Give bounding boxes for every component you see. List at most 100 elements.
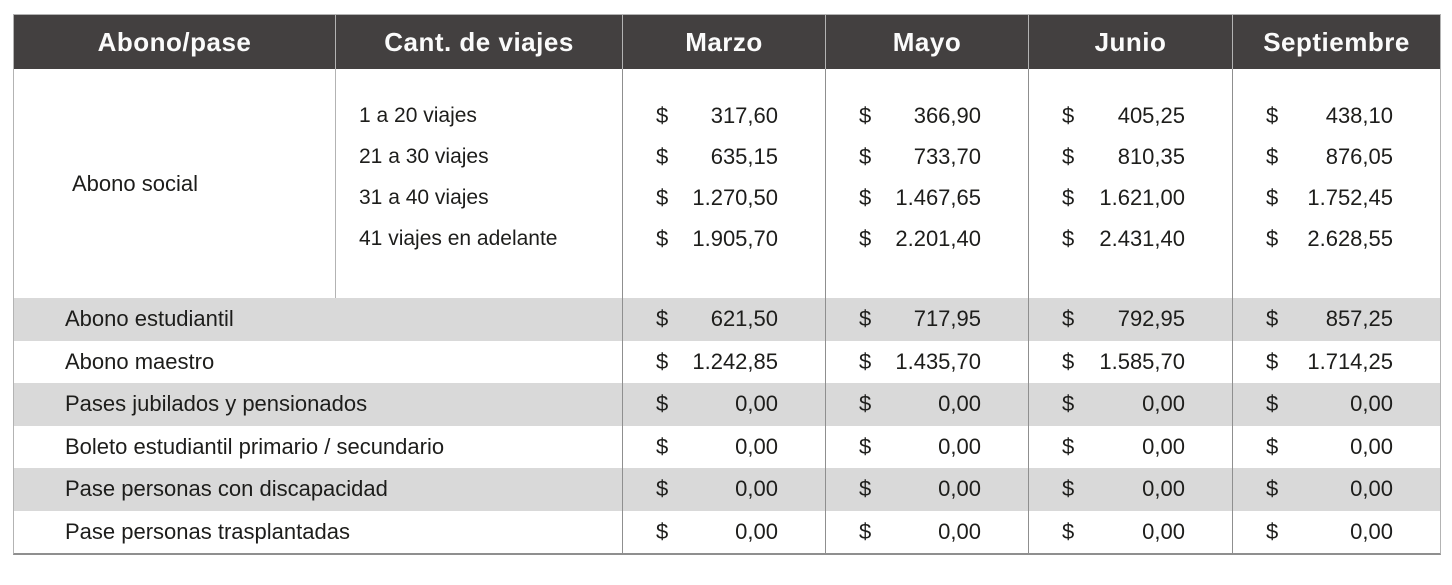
price-value: 1.242,85 (692, 348, 778, 374)
price-cell: $0,00 (1028, 468, 1232, 511)
currency-symbol: $ (859, 102, 872, 128)
price-cell: $405,25 (1029, 95, 1232, 136)
row-label: Pase personas trasplantadas (14, 510, 622, 553)
table-row: Boleto estudiantil primario / secundario… (14, 425, 1440, 468)
price-value: 1.752,45 (1307, 184, 1393, 210)
currency-symbol: $ (859, 348, 872, 374)
price-value: 0,00 (735, 518, 778, 544)
price-cell: $1.467,65 (826, 177, 1028, 218)
price-value: 0,00 (735, 433, 778, 459)
currency-symbol: $ (1062, 348, 1075, 374)
currency-symbol: $ (1062, 391, 1075, 417)
price-value: 0,00 (1350, 476, 1393, 502)
price-cell: $1.270,50 (623, 177, 825, 218)
currency-symbol: $ (859, 433, 872, 459)
table-row: Abono estudiantil $621,50 $717,95 $792,9… (14, 298, 1440, 341)
price-value: 0,00 (1350, 433, 1393, 459)
price-column-septiembre: $438,10 $876,05 $1.752,45 $2.628,55 (1232, 69, 1440, 298)
row-label: Abono maestro (14, 340, 622, 383)
price-cell: $876,05 (1233, 136, 1440, 177)
price-cell: $0,00 (1232, 468, 1440, 511)
price-cell: $0,00 (1232, 425, 1440, 468)
currency-symbol: $ (1266, 433, 1279, 459)
currency-symbol: $ (1266, 184, 1279, 210)
price-value: 0,00 (938, 433, 981, 459)
currency-symbol: $ (656, 518, 669, 544)
price-value: 0,00 (1142, 391, 1185, 417)
header-marzo: Marzo (622, 15, 825, 69)
price-value: 1.905,70 (692, 225, 778, 251)
price-cell: $0,00 (1232, 510, 1440, 553)
price-column-mayo: $366,90 $733,70 $1.467,65 $2.201,40 (825, 69, 1028, 298)
price-cell: $438,10 (1233, 95, 1440, 136)
price-value: 0,00 (1142, 518, 1185, 544)
currency-symbol: $ (859, 391, 872, 417)
row-label: Abono social (72, 170, 198, 196)
row-label: Boleto estudiantil primario / secundario (14, 425, 622, 468)
tier-label: 21 a 30 viajes (359, 144, 489, 168)
price-cell: $0,00 (825, 425, 1028, 468)
currency-symbol: $ (1062, 143, 1075, 169)
price-value: 0,00 (1350, 518, 1393, 544)
currency-symbol: $ (1266, 102, 1279, 128)
currency-symbol: $ (1266, 391, 1279, 417)
price-cell: $1.621,00 (1029, 177, 1232, 218)
price-cell: $1.242,85 (622, 340, 825, 383)
table-row: Pase personas trasplantadas $0,00 $0,00 … (14, 510, 1440, 553)
price-value: 1.435,70 (895, 348, 981, 374)
price-value: 0,00 (735, 391, 778, 417)
price-value: 810,35 (1117, 143, 1185, 169)
header-cant-viajes: Cant. de viajes (335, 15, 622, 69)
currency-symbol: $ (1266, 518, 1279, 544)
price-cell: $1.714,25 (1232, 340, 1440, 383)
price-column-junio: $405,25 $810,35 $1.621,00 $2.431,40 (1028, 69, 1232, 298)
price-value: 621,50 (710, 306, 778, 332)
price-value: 0,00 (1350, 391, 1393, 417)
price-cell: $2.201,40 (826, 218, 1028, 259)
currency-symbol: $ (656, 476, 669, 502)
currency-symbol: $ (656, 306, 669, 332)
price-cell: $621,50 (622, 298, 825, 341)
currency-symbol: $ (1266, 348, 1279, 374)
row-label: Pases jubilados y pensionados (14, 383, 622, 426)
price-value: 2.628,55 (1307, 225, 1393, 251)
price-cell: $810,35 (1029, 136, 1232, 177)
tier-label: 31 a 40 viajes (359, 185, 489, 209)
price-cell: $0,00 (1028, 425, 1232, 468)
currency-symbol: $ (656, 102, 669, 128)
currency-symbol: $ (656, 433, 669, 459)
row-label: Abono estudiantil (14, 298, 622, 341)
tier-list: 1 a 20 viajes 21 a 30 viajes 31 a 40 via… (335, 69, 622, 298)
price-cell: $0,00 (825, 383, 1028, 426)
price-cell: $0,00 (1028, 383, 1232, 426)
currency-symbol: $ (859, 518, 872, 544)
price-value: 733,70 (913, 143, 981, 169)
price-cell: $733,70 (826, 136, 1028, 177)
price-cell: $0,00 (825, 510, 1028, 553)
price-cell: $0,00 (622, 383, 825, 426)
currency-symbol: $ (656, 184, 669, 210)
currency-symbol: $ (656, 348, 669, 374)
currency-symbol: $ (1266, 306, 1279, 332)
price-cell: $857,25 (1232, 298, 1440, 341)
price-value: 0,00 (1142, 433, 1185, 459)
currency-symbol: $ (656, 225, 669, 251)
price-value: 2.431,40 (1099, 225, 1185, 251)
header-abono-pase: Abono/pase (14, 15, 335, 69)
price-cell: $0,00 (622, 425, 825, 468)
price-value: 366,90 (913, 102, 981, 128)
price-cell: $0,00 (1232, 383, 1440, 426)
price-cell: $792,95 (1028, 298, 1232, 341)
price-value: 792,95 (1117, 306, 1185, 332)
currency-symbol: $ (1062, 225, 1075, 251)
price-cell: $1.752,45 (1233, 177, 1440, 218)
price-value: 2.201,40 (895, 225, 981, 251)
currency-symbol: $ (859, 306, 872, 332)
price-value: 405,25 (1117, 102, 1185, 128)
price-value: 0,00 (938, 476, 981, 502)
tier-label: 1 a 20 viajes (359, 103, 477, 127)
price-value: 1.270,50 (692, 184, 778, 210)
price-cell: $0,00 (825, 468, 1028, 511)
price-cell: $2.628,55 (1233, 218, 1440, 259)
currency-symbol: $ (1062, 476, 1075, 502)
